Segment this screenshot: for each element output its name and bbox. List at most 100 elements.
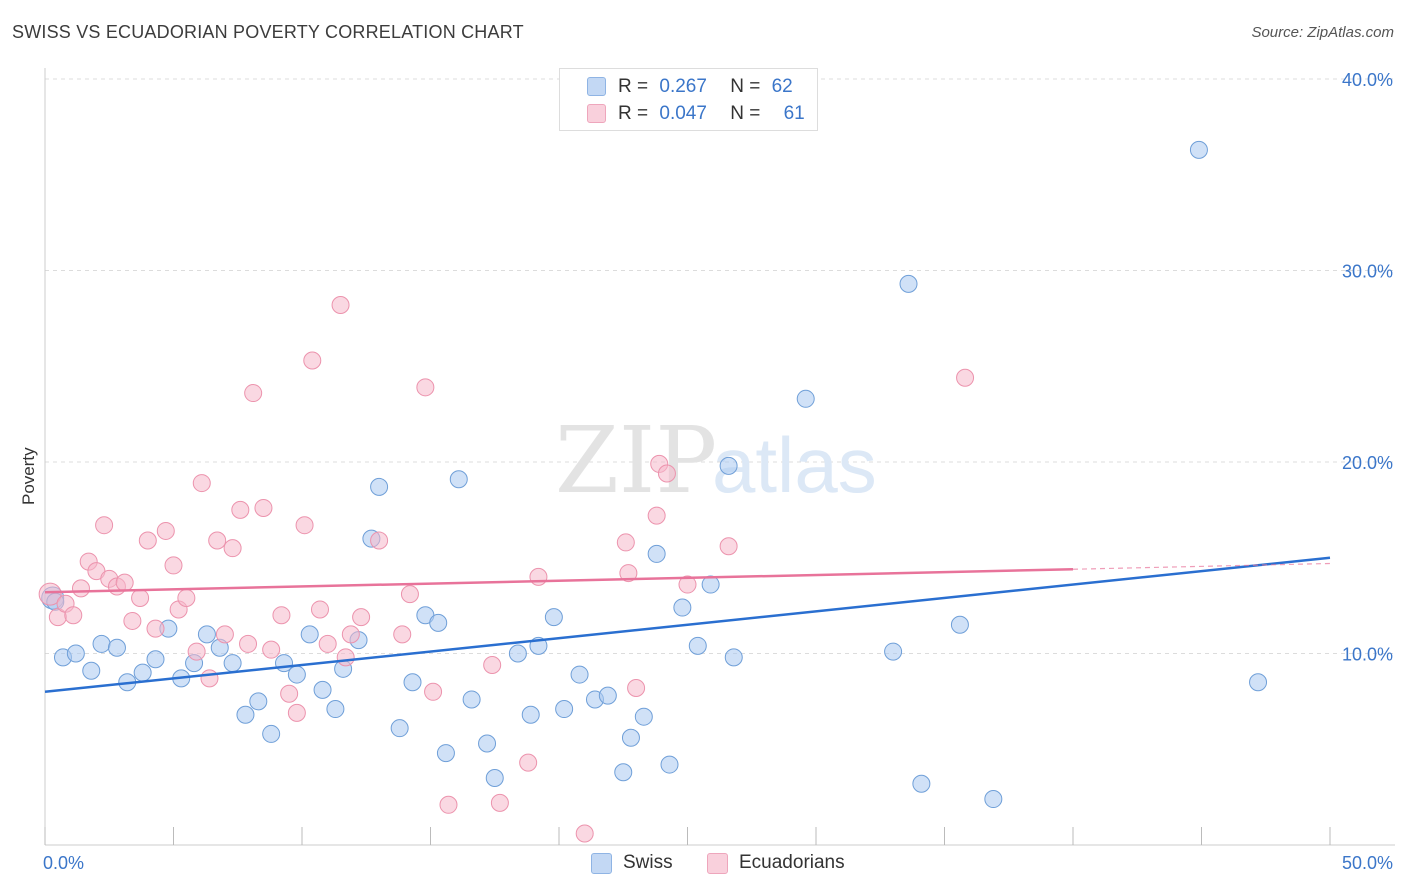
point-ecuadorian <box>280 684 299 703</box>
point-ecuadorian <box>303 351 322 370</box>
point-ecuadorian <box>38 582 62 606</box>
legend-swatch-ecuadorians <box>587 104 606 123</box>
point-ecuadorian <box>164 556 183 575</box>
point-swiss <box>570 665 589 684</box>
point-ecuadorian <box>64 606 83 625</box>
x-tick-label-min: 0.0% <box>43 853 84 873</box>
point-ecuadorian <box>223 539 242 558</box>
point-ecuadorian <box>131 588 150 607</box>
point-ecuadorian <box>187 642 206 661</box>
point-swiss <box>884 642 903 661</box>
point-ecuadorian <box>657 464 676 483</box>
grid-lines <box>45 78 1395 654</box>
point-ecuadorian <box>678 575 697 594</box>
point-ecuadorian <box>208 531 227 550</box>
point-swiss <box>92 634 111 653</box>
point-swiss <box>555 700 574 719</box>
point-ecuadorian <box>619 564 638 583</box>
y-tick-label: 20.0% <box>1342 453 1393 473</box>
point-ecuadorian <box>295 516 314 535</box>
point-ecuadorian <box>71 579 90 598</box>
point-ecuadorian <box>146 619 165 638</box>
point-swiss <box>249 692 268 711</box>
point-ecuadorian <box>262 640 281 659</box>
point-swiss <box>521 705 540 724</box>
point-ecuadorian <box>177 588 196 607</box>
point-swiss <box>950 615 969 634</box>
bottom-swatch-swiss <box>591 853 612 874</box>
point-swiss <box>614 763 633 782</box>
point-ecuadorian <box>956 368 975 387</box>
point-swiss <box>223 654 242 673</box>
point-swiss <box>82 661 101 680</box>
point-ecuadorian <box>318 634 337 653</box>
point-ecuadorian <box>239 634 258 653</box>
point-ecuadorian <box>331 295 350 314</box>
chart-title: SWISS VS ECUADORIAN POVERTY CORRELATION … <box>12 22 524 42</box>
point-ecuadorian <box>627 678 646 697</box>
bottom-label-swiss: Swiss <box>623 852 673 873</box>
bottom-swatch-ecuadorians <box>707 853 728 874</box>
y-tick-label: 10.0% <box>1342 645 1393 665</box>
point-swiss <box>796 389 815 408</box>
point-swiss <box>133 663 152 682</box>
point-swiss <box>449 470 468 489</box>
data-points <box>38 140 1268 843</box>
point-swiss <box>660 755 679 774</box>
point-ecuadorian <box>123 611 142 630</box>
watermark-atlas: atlas <box>712 421 877 509</box>
y-axis-label: Poverty <box>19 447 38 505</box>
point-ecuadorian <box>424 682 443 701</box>
point-swiss <box>370 477 389 496</box>
point-swiss <box>429 613 448 632</box>
point-ecuadorian <box>529 567 548 586</box>
watermark: ZIP atlas <box>555 407 877 514</box>
point-swiss <box>66 644 85 663</box>
point-ecuadorian <box>244 384 263 403</box>
watermark-zip: ZIP <box>555 407 717 514</box>
point-ecuadorian <box>95 516 114 535</box>
tick-labels: 10.0% 20.0% 30.0% 40.0% 0.0% 50.0% <box>43 70 1393 873</box>
point-swiss <box>719 456 738 475</box>
point-ecuadorian <box>519 753 538 772</box>
trend-lines <box>44 556 1331 694</box>
legend-n-label: N = <box>730 76 761 97</box>
legend-r-value: 0.047 <box>659 103 707 124</box>
point-swiss <box>485 768 504 787</box>
point-swiss <box>899 274 918 293</box>
point-swiss <box>984 790 1003 809</box>
axes <box>44 68 1395 846</box>
point-swiss <box>313 680 332 699</box>
trend-line-ecuadorian <box>44 567 1074 594</box>
point-ecuadorian <box>490 793 509 812</box>
point-swiss <box>621 728 640 747</box>
point-ecuadorian <box>310 600 329 619</box>
point-ecuadorian <box>287 703 306 722</box>
point-swiss <box>326 700 345 719</box>
point-swiss <box>724 648 743 667</box>
point-ecuadorian <box>439 795 458 814</box>
point-swiss <box>701 575 720 594</box>
point-ecuadorian <box>254 498 273 517</box>
point-swiss <box>300 625 319 644</box>
point-swiss <box>197 625 216 644</box>
point-ecuadorian <box>416 378 435 397</box>
point-ecuadorian <box>156 521 175 540</box>
point-ecuadorian <box>336 648 355 667</box>
point-swiss <box>436 744 455 763</box>
point-ecuadorian <box>393 625 412 644</box>
legend-n-value: 62 <box>771 76 793 97</box>
y-tick-label: 30.0% <box>1342 262 1393 282</box>
point-swiss <box>146 650 165 669</box>
x-tick-label-max: 50.0% <box>1342 853 1393 873</box>
point-ecuadorian <box>616 533 635 552</box>
point-ecuadorian <box>370 531 389 550</box>
point-swiss <box>598 686 617 705</box>
point-ecuadorian <box>647 506 666 525</box>
legend-swatch-swiss <box>587 77 606 96</box>
point-swiss <box>478 734 497 753</box>
point-swiss <box>262 724 281 743</box>
legend-n-label: N = <box>730 103 761 124</box>
trend-line-swiss <box>44 556 1331 694</box>
